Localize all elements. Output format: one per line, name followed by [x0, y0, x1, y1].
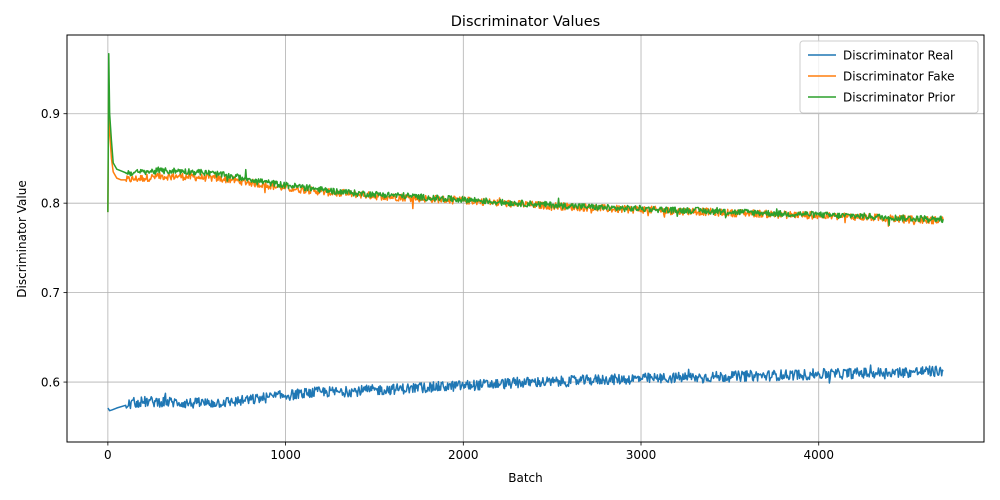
legend-label: Discriminator Prior — [843, 90, 955, 104]
x-tick-label: 0 — [104, 448, 112, 462]
axis-ticks: 0 1000 2000 3000 4000 0.6 0.7 0.8 0.9 — [41, 107, 834, 462]
y-axis-label: Discriminator Value — [15, 180, 29, 297]
plot-frame — [66, 34, 985, 443]
x-axis-label: Batch — [508, 471, 543, 485]
y-tick-label: 0.9 — [41, 107, 60, 121]
x-tick-label: 1000 — [270, 448, 301, 462]
series-lines — [107, 53, 944, 412]
y-tick-label: 0.6 — [41, 375, 60, 389]
x-tick-label: 4000 — [803, 448, 834, 462]
y-tick-label: 0.8 — [41, 196, 60, 210]
chart-title: Discriminator Values — [451, 14, 600, 30]
legend: Discriminator Real Discriminator Fake Disc… — [799, 40, 979, 114]
series-line-0 — [107, 364, 944, 412]
y-tick-label: 0.7 — [41, 286, 60, 300]
legend-label: Discriminator Fake — [843, 69, 955, 83]
series-line-2 — [107, 53, 944, 227]
x-tick-label: 3000 — [626, 448, 657, 462]
legend-label: Discriminator Real — [843, 48, 953, 62]
x-tick-label: 2000 — [448, 448, 479, 462]
legend-box — [799, 40, 979, 114]
